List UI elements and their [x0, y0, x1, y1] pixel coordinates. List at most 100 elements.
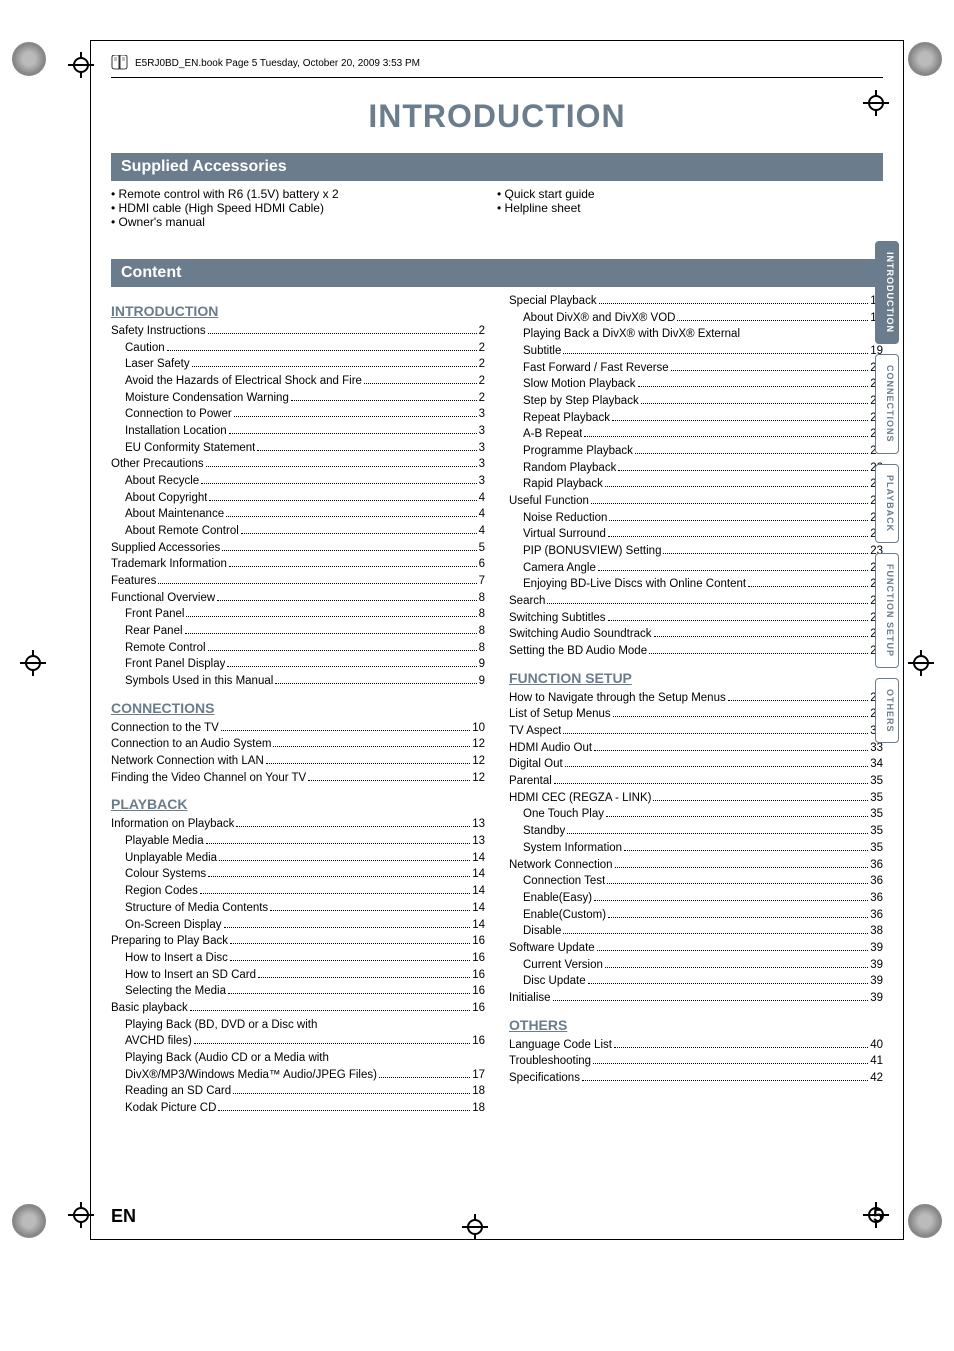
toc-entry: EU Conformity Statement3: [111, 440, 485, 457]
toc-entry-label: Disc Update: [523, 973, 586, 990]
accessory-item: Quick start guide: [497, 187, 883, 201]
toc-entry: Parental35: [509, 773, 883, 790]
toc-entry: Features7: [111, 573, 485, 590]
toc-entry-page: 14: [472, 866, 485, 883]
toc-entry-page: 10: [472, 720, 485, 737]
toc-leader-dots: [217, 600, 476, 601]
toc-leader-dots: [229, 566, 477, 567]
toc-entry: Digital Out 34: [509, 756, 883, 773]
toc-entry-page: 14: [472, 917, 485, 934]
toc-entry: Virtual Surround23: [509, 526, 883, 543]
toc-entry: How to Insert a Disc16: [111, 950, 485, 967]
toc-entry: A-B Repeat21: [509, 426, 883, 443]
toc-entry-label: Initialise: [509, 990, 551, 1007]
toc-entry-label: Fast Forward / Fast Reverse: [523, 360, 669, 377]
toc-entry-label: Other Precautions: [111, 456, 204, 473]
toc-leader-dots: [608, 917, 868, 918]
toc-entry: Enable(Custom)36: [509, 907, 883, 924]
toc-entry-page: 2: [479, 373, 485, 390]
toc-leader-dots: [608, 536, 868, 537]
toc-entry-label: Selecting the Media: [125, 983, 226, 1000]
toc-entry-page: 39: [870, 973, 883, 990]
toc-entry-page: 40: [870, 1037, 883, 1054]
toc-entry-page: 8: [479, 590, 485, 607]
toc-entry-page: 5: [479, 540, 485, 557]
toc-leader-dots: [593, 1063, 868, 1064]
toc-entry: One Touch Play35: [509, 806, 883, 823]
toc-leader-dots: [598, 570, 868, 571]
toc-entry-label: Programme Playback: [523, 443, 633, 460]
toc-entry-label: Digital Out: [509, 756, 563, 773]
toc-entry: HDMI Audio Out33: [509, 740, 883, 757]
toc-entry-page: 13: [472, 816, 485, 833]
toc-entry-page: 34: [870, 756, 883, 773]
toc-entry-label: Camera Angle: [523, 560, 596, 577]
toc-leader-dots: [605, 486, 868, 487]
toc-entry-page: 7: [479, 573, 485, 590]
toc-entry-label: How to Insert a Disc: [125, 950, 228, 967]
toc-entry: Troubleshooting41: [509, 1053, 883, 1070]
toc-entry-page: 16: [472, 1033, 485, 1050]
toc-entry: Standby35: [509, 823, 883, 840]
crop-mark-icon: [908, 42, 942, 76]
toc-entry-page: 12: [472, 753, 485, 770]
toc-entry-label: Connection to Power: [125, 406, 232, 423]
toc-entry-label: Software Update: [509, 940, 595, 957]
toc-leader-dots: [605, 967, 868, 968]
toc-entry: DivX®/MP3/Windows Media™ Audio/JPEG File…: [111, 1067, 485, 1084]
toc-leader-dots: [597, 950, 869, 951]
toc-entry: About Remote Control4: [111, 523, 485, 540]
toc-entry-label: About Maintenance: [125, 506, 224, 523]
toc-leader-dots: [194, 1043, 470, 1044]
toc-entry-label: Playable Media: [125, 833, 204, 850]
accessory-item: Remote control with R6 (1.5V) battery x …: [111, 187, 497, 201]
toc-entry-label: Playing Back a DivX® with DivX® External: [523, 326, 740, 343]
toc-entry: On-Screen Display14: [111, 917, 485, 934]
toc-entry: Connection to the TV10: [111, 720, 485, 737]
toc-leader-dots: [614, 1047, 868, 1048]
accessory-item: Owner's manual: [111, 215, 497, 229]
toc-entry: Camera Angle23: [509, 560, 883, 577]
toc-entry: PIP (BONUSVIEW) Setting23: [509, 543, 883, 560]
toc-entry-label: Colour Systems: [125, 866, 206, 883]
toc-entry: Setting the BD Audio Mode26: [509, 643, 883, 660]
toc-leader-dots: [563, 353, 868, 354]
toc-entry: Selecting the Media16: [111, 983, 485, 1000]
book-icon: [111, 55, 129, 71]
toc-entry-page: 13: [472, 833, 485, 850]
accessories-list: Remote control with R6 (1.5V) battery x …: [111, 187, 883, 229]
toc-entry-page: 39: [870, 990, 883, 1007]
toc-entry: How to Navigate through the Setup Menus2…: [509, 690, 883, 707]
toc-leader-dots: [565, 766, 869, 767]
toc-entry: Avoid the Hazards of Electrical Shock an…: [111, 373, 485, 390]
toc-entry: List of Setup Menus27: [509, 706, 883, 723]
toc-entry-label: Basic playback: [111, 1000, 188, 1017]
toc-entry-label: Switching Audio Soundtrack: [509, 626, 652, 643]
toc-leader-dots: [186, 616, 476, 617]
toc-entry-label: Playing Back (BD, DVD or a Disc with: [125, 1017, 317, 1034]
toc-entry: How to Insert an SD Card16: [111, 967, 485, 984]
toc-entry: System Information35: [509, 840, 883, 857]
toc-entry: TV Aspect32: [509, 723, 883, 740]
toc-entry-label: Kodak Picture CD: [125, 1100, 216, 1117]
side-tab: CONNECTIONS: [875, 354, 899, 454]
toc-leader-dots: [226, 516, 476, 517]
toc-entry-label: Installation Location: [125, 423, 227, 440]
toc-entry-page: 8: [479, 623, 485, 640]
toc-leader-dots: [624, 850, 868, 851]
toc-entry: Slow Motion Playback20: [509, 376, 883, 393]
toc-entry: Playing Back a DivX® with DivX® External: [509, 326, 883, 343]
toc-entry: Specifications42: [509, 1070, 883, 1087]
toc-entry-label: Subtitle: [523, 343, 561, 360]
accessory-item: HDMI cable (High Speed HDMI Cable): [111, 201, 497, 215]
toc-entry-page: 35: [870, 823, 883, 840]
toc-leader-dots: [563, 933, 868, 934]
toc-leader-dots: [273, 746, 470, 747]
toc-entry: About Recycle3: [111, 473, 485, 490]
toc-leader-dots: [613, 716, 869, 717]
toc-leader-dots: [612, 420, 868, 421]
toc-entry-page: 36: [870, 873, 883, 890]
toc-entry: Playing Back (Audio CD or a Media with: [111, 1050, 485, 1067]
toc-leader-dots: [308, 780, 470, 781]
toc-entry-page: 3: [479, 440, 485, 457]
